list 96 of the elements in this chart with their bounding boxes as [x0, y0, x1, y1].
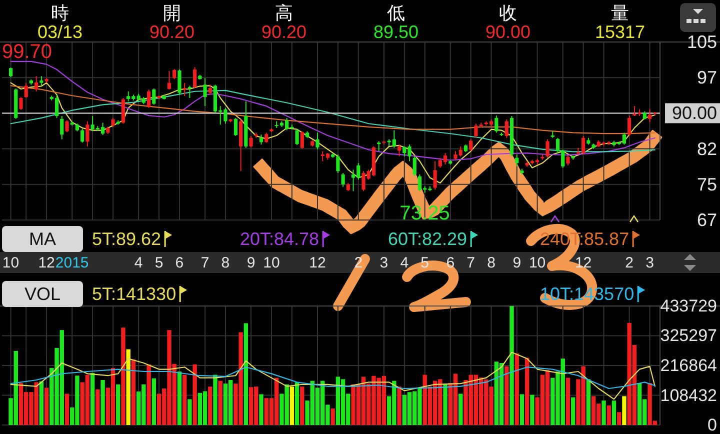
x-tick-label: 7: [466, 254, 476, 272]
bar: [530, 394, 534, 425]
text: 時: [51, 3, 69, 23]
bar: [520, 394, 524, 425]
x-tick-label: 9: [512, 254, 522, 272]
x-tick-label: 10: [528, 254, 546, 272]
y-tick-label: 433729: [660, 296, 717, 316]
x-tick-label: 6: [175, 254, 184, 272]
x-tick-label: 12: [38, 254, 55, 272]
legend-label: 20T:84.78: [240, 229, 320, 249]
bar: [208, 386, 212, 425]
legend-label: 5T:141330: [92, 284, 176, 304]
x-tick-label: 4: [400, 254, 409, 272]
text: 高: [275, 3, 293, 23]
legend-title: MA: [2, 226, 83, 252]
x-tick-label: 12: [574, 254, 592, 272]
bar: [218, 380, 222, 425]
x-tick-label: 5: [154, 254, 164, 272]
text: 89.50: [373, 22, 419, 42]
y-tick-label: 325297: [660, 326, 717, 346]
bar: [612, 400, 616, 425]
bar: [510, 306, 514, 425]
bar: [126, 349, 130, 425]
bar: [244, 323, 248, 425]
bar: [146, 364, 151, 425]
x-tick-label: 8: [487, 254, 496, 272]
text: 低: [387, 3, 405, 23]
bar: [213, 374, 218, 425]
bar: [570, 397, 576, 425]
text: 收: [499, 3, 517, 23]
x-tick-label: 10: [2, 254, 20, 272]
bar: [458, 394, 463, 425]
y-tick-label: 0: [708, 416, 717, 434]
bar: [182, 374, 187, 425]
bar: [606, 406, 611, 425]
bar: [96, 389, 100, 425]
bar: [566, 378, 570, 425]
y-tick-label: 67: [696, 210, 717, 230]
y-tick-label: 216864: [660, 356, 717, 375]
bar: [121, 328, 126, 425]
x-tick-label: 4: [134, 254, 143, 272]
x-tick-label: 2015: [55, 254, 89, 272]
text: 開: [163, 3, 181, 23]
text: 90.20: [261, 22, 307, 42]
bar: [514, 353, 519, 425]
bar: [64, 394, 70, 425]
x-tick-label: 10: [263, 254, 280, 272]
bar: [294, 382, 300, 425]
bar: [152, 378, 156, 425]
legend-title: VOL: [2, 281, 83, 307]
bar: [90, 372, 95, 425]
legend-label: 60T:82.29: [388, 229, 468, 249]
bar: [39, 381, 44, 425]
x-tick-label: 2: [625, 254, 634, 272]
x-tick-label: 2: [354, 254, 363, 272]
bar: [290, 386, 294, 425]
x-tick-label: 12: [309, 254, 326, 272]
text: 90.00: [485, 22, 531, 42]
x-tick-label: 3: [380, 254, 388, 272]
bar: [188, 399, 192, 425]
bar: [192, 364, 197, 425]
x-tick-label: 3: [646, 254, 654, 272]
y-tick-label: 105: [686, 32, 717, 52]
text: 量: [611, 3, 629, 23]
legend-label: 5T:89.62: [92, 229, 162, 249]
bar: [622, 396, 626, 425]
bar: [177, 372, 182, 425]
x-tick-label: 9: [246, 254, 256, 272]
bar: [602, 400, 606, 425]
bar: [259, 394, 264, 425]
text: 90.20: [149, 22, 195, 42]
bar: [300, 386, 304, 425]
ref-line-label: 90.00: [672, 103, 717, 124]
bar: [397, 386, 402, 425]
bar: [504, 366, 509, 425]
bar: [44, 388, 49, 425]
ref-line-label: 90.00: [665, 103, 720, 124]
y-tick-label: 82: [696, 138, 717, 159]
bar: [443, 384, 448, 425]
text: 03/13: [37, 22, 83, 42]
bar: [617, 412, 622, 425]
text: 15317: [594, 22, 646, 42]
annotation: 99.70: [2, 41, 52, 63]
bar: [116, 384, 120, 425]
bar: [586, 379, 591, 425]
x-tick-label: 7: [200, 254, 210, 272]
y-tick-label: 108432: [660, 386, 717, 405]
legend-title: MA: [29, 229, 56, 249]
legend-title: VOL: [24, 284, 61, 304]
y-tick-label: 97: [696, 68, 717, 88]
bar: [330, 408, 335, 425]
bar: [131, 359, 136, 425]
bar: [100, 380, 105, 425]
y-tick-label: 75: [696, 174, 717, 194]
bar: [524, 358, 530, 425]
x-tick-label: 8: [221, 254, 230, 272]
